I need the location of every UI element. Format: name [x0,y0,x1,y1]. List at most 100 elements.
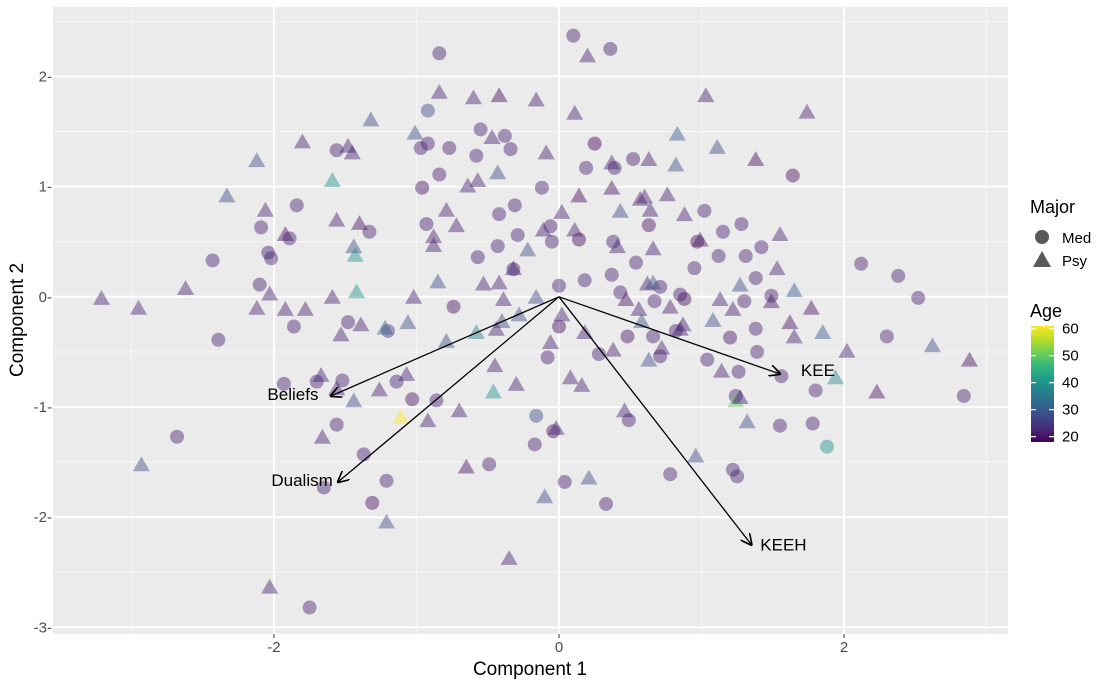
data-point-psy [578,47,597,63]
data-point-med [805,416,820,431]
data-point-psy [640,151,658,167]
data-point-psy [653,339,671,355]
data-point-med [557,474,572,489]
data-point-med [879,329,894,344]
data-point-med [911,290,926,305]
data-point-med [579,160,594,175]
y-tick-label: -1- [34,399,52,416]
data-point-med [613,285,628,300]
data-point-med [380,323,395,338]
data-point-med [276,376,291,391]
colorbar-tick-label: 50 [1062,348,1079,365]
legend-age-title: Age [1030,301,1062,321]
y-tick-label: 2- [39,68,52,85]
data-point-psy [494,291,512,306]
minor-gridlines [53,7,1008,634]
data-point-psy [464,89,483,105]
data-point-med [529,408,544,423]
data-point-med [764,288,779,303]
data-point-psy [519,241,537,257]
data-point-psy [419,412,437,428]
data-point-psy [547,420,565,435]
data-point-med [552,278,567,293]
data-point-med [577,273,592,288]
legend-circle-key [1035,230,1049,244]
x-tick-label: 0 [555,639,563,656]
loading-arrow [338,296,560,482]
data-point-psy [92,290,111,305]
data-point-med [356,447,371,462]
data-point-med [603,41,618,56]
data-point-psy [474,275,493,291]
data-point-med [734,217,749,232]
data-point-med [748,271,763,286]
data-point-psy [377,513,396,529]
data-point-psy [711,291,729,306]
data-point-psy [802,299,820,315]
data-point-psy [483,129,501,144]
data-point-psy [276,301,294,316]
data-point-psy [376,319,394,335]
data-point-med [677,292,692,307]
data-point-psy [704,312,722,327]
x-axis-title: Component 1 [473,659,587,680]
data-point-med [543,219,558,234]
data-point-med [432,167,447,182]
data-point-psy [724,301,742,316]
data-point-med [620,329,635,344]
data-point-psy [630,301,648,316]
points-layer [92,28,979,615]
data-point-med [503,142,518,157]
data-point-psy [346,247,364,262]
data-point-med [591,347,606,362]
major-gridlines [53,7,1008,634]
data-point-psy [248,152,266,168]
data-point-psy [868,383,886,399]
loading-label: Dualism [271,471,332,490]
data-point-psy [399,314,417,330]
data-point-psy [691,231,709,247]
data-point-psy [640,351,658,367]
age-colorbar [1031,326,1054,442]
data-point-med [302,600,317,615]
data-point-psy [362,111,380,127]
loading-arrow [558,296,780,374]
data-point-psy [580,469,598,485]
data-point-med [389,374,404,389]
data-point-med [432,46,447,61]
data-point-psy [343,144,361,160]
data-point-med [774,369,789,384]
data-point-med [663,467,678,482]
data-point-psy [437,201,455,217]
data-point-med [420,136,435,151]
data-point-med [730,469,745,484]
x-tick-label: 2 [840,639,848,656]
data-point-psy [838,342,856,358]
y-tick-label: -2- [34,509,52,526]
data-point-psy [923,337,942,353]
data-point-med [819,439,834,454]
data-point-med [607,160,622,175]
data-point-psy [487,320,505,336]
data-point-med [566,28,581,43]
data-point-psy [731,276,749,292]
data-point-med [571,232,586,247]
legend-major-title: Major [1030,197,1075,217]
data-point-med [482,457,497,472]
data-point-med [506,262,521,277]
data-point-med [754,240,769,255]
data-point-psy [504,260,522,276]
colorbar-tick-label: 40 [1062,375,1079,392]
data-point-med [379,473,394,488]
data-point-med [700,352,715,367]
data-point-psy [566,221,584,237]
data-point-psy [635,188,654,204]
data-point-psy [405,288,423,304]
data-point-psy [370,381,388,397]
data-point-psy [332,326,350,342]
data-point-med [599,496,614,511]
data-point-psy [293,133,311,149]
data-point-psy [261,285,279,301]
